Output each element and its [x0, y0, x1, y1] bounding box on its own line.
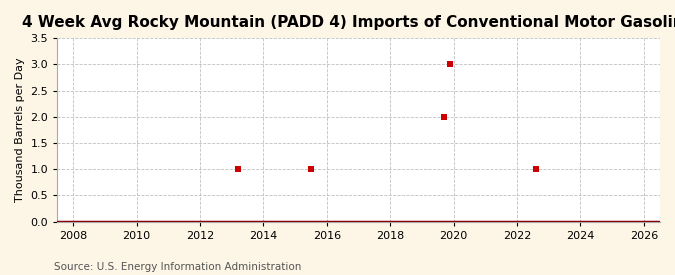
- Text: Source: U.S. Energy Information Administration: Source: U.S. Energy Information Administ…: [54, 262, 301, 272]
- Title: 4 Week Avg Rocky Mountain (PADD 4) Imports of Conventional Motor Gasoline: 4 Week Avg Rocky Mountain (PADD 4) Impor…: [22, 15, 675, 30]
- Y-axis label: Thousand Barrels per Day: Thousand Barrels per Day: [15, 57, 25, 202]
